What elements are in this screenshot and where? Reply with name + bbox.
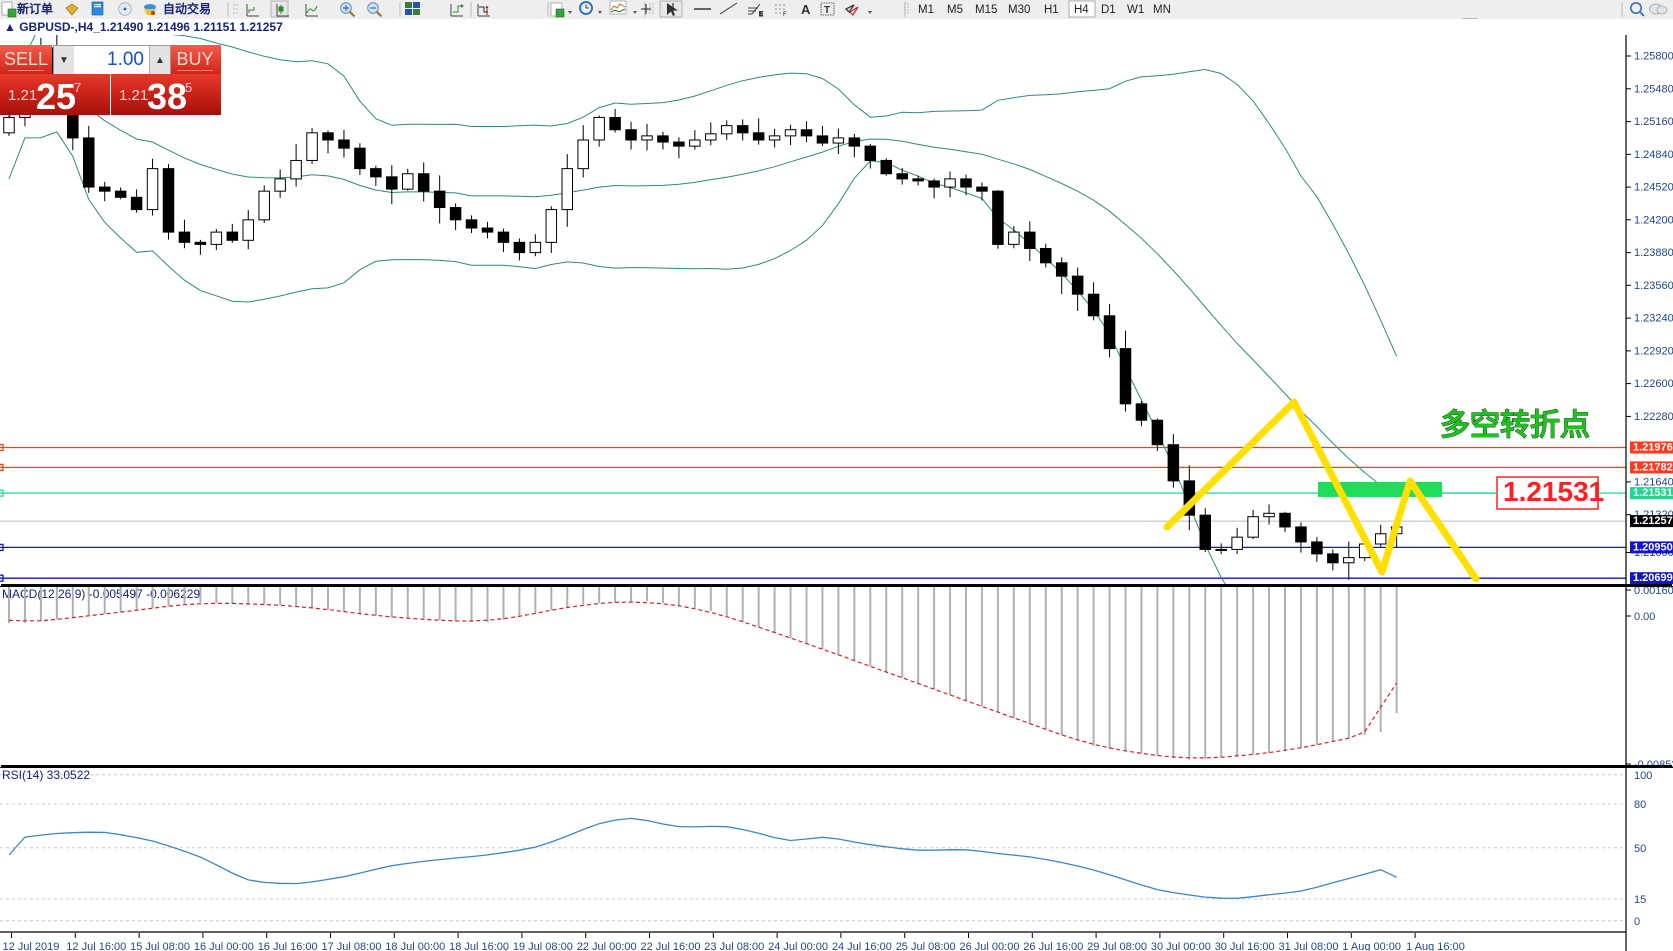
svg-text:H1: H1: [1044, 4, 1059, 16]
svg-text:MN: MN: [1153, 4, 1171, 16]
svg-text:M5: M5: [947, 4, 963, 16]
svg-text:1.25480: 1.25480: [1634, 83, 1673, 95]
svg-text:15: 15: [1634, 894, 1646, 906]
svg-text:0.001607: 0.001607: [1634, 587, 1673, 597]
svg-text:H4: H4: [1074, 4, 1089, 16]
svg-text:15 Jul 08:00: 15 Jul 08:00: [130, 941, 190, 951]
svg-text:80: 80: [1634, 799, 1646, 811]
svg-text:M1: M1: [918, 4, 934, 16]
svg-text:1.21531: 1.21531: [1633, 487, 1673, 499]
svg-text:1.22920: 1.22920: [1634, 345, 1673, 357]
svg-text:19 Jul 08:00: 19 Jul 08:00: [513, 941, 573, 951]
svg-text:16 Jul 00:00: 16 Jul 00:00: [194, 941, 254, 951]
svg-text:22 Jul 00:00: 22 Jul 00:00: [577, 941, 637, 951]
svg-text:1.25800: 1.25800: [1634, 51, 1673, 63]
svg-text:M15: M15: [975, 4, 997, 16]
svg-text:18 Jul 16:00: 18 Jul 16:00: [449, 941, 509, 951]
svg-text:24 Jul 00:00: 24 Jul 00:00: [768, 941, 828, 951]
svg-text:1.23240: 1.23240: [1634, 313, 1673, 325]
svg-text:0.00: 0.00: [1634, 611, 1655, 623]
svg-text:M30: M30: [1008, 4, 1030, 16]
svg-text:100: 100: [1634, 770, 1652, 782]
svg-text:1.21782: 1.21782: [1633, 461, 1673, 473]
svg-text:多空转折点: 多空转折点: [1440, 409, 1590, 442]
svg-text:18 Jul 00:00: 18 Jul 00:00: [385, 941, 445, 951]
svg-text:24 Jul 16:00: 24 Jul 16:00: [832, 941, 892, 951]
svg-text:1.21531: 1.21531: [1503, 476, 1604, 507]
svg-text:T: T: [824, 5, 830, 16]
svg-text:RSI(14) 33.0522: RSI(14) 33.0522: [2, 768, 90, 782]
svg-text:50: 50: [1634, 843, 1646, 855]
svg-text:17 Jul 08:00: 17 Jul 08:00: [322, 941, 382, 951]
svg-text:1.24520: 1.24520: [1634, 182, 1673, 194]
svg-text:1.21257: 1.21257: [1633, 515, 1673, 527]
svg-text:30 Jul 00:00: 30 Jul 00:00: [1151, 941, 1211, 951]
svg-text:25 Jul 08:00: 25 Jul 08:00: [896, 941, 956, 951]
svg-text:1.25160: 1.25160: [1634, 116, 1673, 128]
svg-text:22 Jul 16:00: 22 Jul 16:00: [641, 941, 701, 951]
svg-text:1.20950: 1.20950: [1633, 541, 1673, 553]
svg-text:31 Jul 08:00: 31 Jul 08:00: [1279, 941, 1339, 951]
svg-text:1.24200: 1.24200: [1634, 214, 1673, 226]
svg-text:1.20699: 1.20699: [1633, 572, 1673, 584]
svg-text:1 Aug 16:00: 1 Aug 16:00: [1406, 941, 1465, 951]
svg-text:自动交易: 自动交易: [163, 1, 211, 16]
svg-text:12 Jul 2019: 12 Jul 2019: [3, 941, 60, 951]
svg-text:1 Aug 00:00: 1 Aug 00:00: [1342, 941, 1401, 951]
svg-text:新订单: 新订单: [17, 1, 53, 16]
svg-text:12 Jul 16:00: 12 Jul 16:00: [66, 941, 126, 951]
svg-text:16 Jul 16:00: 16 Jul 16:00: [258, 941, 318, 951]
svg-text:1.21976: 1.21976: [1633, 442, 1673, 454]
svg-text:1.23560: 1.23560: [1634, 280, 1673, 292]
svg-text:0: 0: [1634, 916, 1640, 928]
svg-text:23 Jul 08:00: 23 Jul 08:00: [704, 941, 764, 951]
svg-text:26 Jul 16:00: 26 Jul 16:00: [1023, 941, 1083, 951]
svg-text:1.24840: 1.24840: [1634, 149, 1673, 161]
svg-text:A: A: [801, 2, 811, 17]
svg-text:26 Jul 00:00: 26 Jul 00:00: [960, 941, 1020, 951]
svg-text:MACD(12,26,9) -0.005497 -0.006: MACD(12,26,9) -0.005497 -0.006229: [2, 587, 200, 601]
svg-text:W1: W1: [1127, 4, 1144, 16]
svg-text:D1: D1: [1101, 4, 1116, 16]
svg-text:29 Jul 08:00: 29 Jul 08:00: [1087, 941, 1147, 951]
svg-text:1.22600: 1.22600: [1634, 378, 1673, 390]
svg-text:30 Jul 16:00: 30 Jul 16:00: [1215, 941, 1275, 951]
svg-text:1.23880: 1.23880: [1634, 247, 1673, 259]
svg-text:1.22280: 1.22280: [1634, 411, 1673, 423]
